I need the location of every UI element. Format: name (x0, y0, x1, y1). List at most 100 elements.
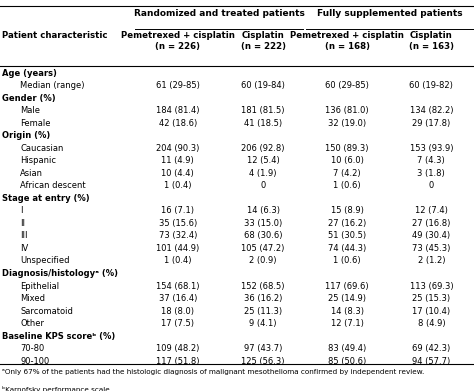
Text: 11 (4.9): 11 (4.9) (161, 156, 194, 165)
Text: Pemetrexed + cisplatin
(n = 168): Pemetrexed + cisplatin (n = 168) (290, 31, 404, 51)
Text: 204 (90.3): 204 (90.3) (156, 144, 200, 153)
Text: ᵃOnly 67% of the patients had the histologic diagnosis of malignant mesothelioma: ᵃOnly 67% of the patients had the histol… (2, 369, 425, 375)
Text: 16 (7.1): 16 (7.1) (161, 206, 194, 215)
Text: 0: 0 (428, 181, 434, 190)
Text: 1 (0.4): 1 (0.4) (164, 181, 191, 190)
Text: 1 (0.4): 1 (0.4) (164, 256, 191, 265)
Text: Gender (%): Gender (%) (2, 94, 56, 103)
Text: Unspecified: Unspecified (20, 256, 70, 265)
Text: 134 (82.2): 134 (82.2) (410, 106, 453, 115)
Text: Median (range): Median (range) (20, 81, 85, 90)
Text: 184 (81.4): 184 (81.4) (156, 106, 200, 115)
Text: Baseline KPS scoreᵇ (%): Baseline KPS scoreᵇ (%) (2, 332, 116, 341)
Text: I: I (20, 206, 23, 215)
Text: Caucasian: Caucasian (20, 144, 64, 153)
Text: Asian: Asian (20, 169, 44, 178)
Text: African descent: African descent (20, 181, 86, 190)
Text: 12 (7.4): 12 (7.4) (415, 206, 448, 215)
Text: 36 (16.2): 36 (16.2) (244, 294, 282, 303)
Text: 12 (5.4): 12 (5.4) (246, 156, 280, 165)
Text: 29 (17.8): 29 (17.8) (412, 119, 450, 128)
Text: 0: 0 (260, 181, 266, 190)
Text: 153 (93.9): 153 (93.9) (410, 144, 453, 153)
Text: Stage at entry (%): Stage at entry (%) (2, 194, 90, 203)
Text: 1 (0.6): 1 (0.6) (333, 181, 361, 190)
Text: 85 (50.6): 85 (50.6) (328, 357, 366, 366)
Text: Mixed: Mixed (20, 294, 46, 303)
Text: 10 (4.4): 10 (4.4) (161, 169, 194, 178)
Text: 7 (4.3): 7 (4.3) (418, 156, 445, 165)
Text: 12 (7.1): 12 (7.1) (331, 319, 364, 328)
Text: 94 (57.7): 94 (57.7) (412, 357, 450, 366)
Text: 7 (4.2): 7 (4.2) (333, 169, 361, 178)
Text: 117 (51.8): 117 (51.8) (156, 357, 200, 366)
Text: Patient characteristic: Patient characteristic (2, 31, 108, 40)
Text: 14 (8.3): 14 (8.3) (331, 307, 364, 316)
Text: 74 (44.3): 74 (44.3) (328, 244, 366, 253)
Text: Epithelial: Epithelial (20, 282, 60, 291)
Text: 14 (6.3): 14 (6.3) (246, 206, 280, 215)
Text: ᵇKarnofsky performance scale.: ᵇKarnofsky performance scale. (2, 386, 112, 391)
Text: Cisplatin
(n = 222): Cisplatin (n = 222) (241, 31, 285, 51)
Text: IV: IV (20, 244, 28, 253)
Text: II: II (20, 219, 26, 228)
Text: 60 (29-85): 60 (29-85) (325, 81, 369, 90)
Text: 25 (14.9): 25 (14.9) (328, 294, 366, 303)
Text: 69 (42.3): 69 (42.3) (412, 344, 450, 353)
Text: 73 (45.3): 73 (45.3) (412, 244, 450, 253)
Text: 15 (8.9): 15 (8.9) (331, 206, 364, 215)
Text: 27 (16.2): 27 (16.2) (328, 219, 366, 228)
Text: 18 (8.0): 18 (8.0) (161, 307, 194, 316)
Text: 27 (16.8): 27 (16.8) (412, 219, 450, 228)
Text: Randomized and treated patients: Randomized and treated patients (134, 9, 305, 18)
Text: 10 (6.0): 10 (6.0) (331, 156, 364, 165)
Text: 41 (18.5): 41 (18.5) (244, 119, 282, 128)
Text: Other: Other (20, 319, 45, 328)
Text: 49 (30.4): 49 (30.4) (412, 231, 450, 240)
Text: 68 (30.6): 68 (30.6) (244, 231, 283, 240)
Text: Pemetrexed + cisplatin
(n = 226): Pemetrexed + cisplatin (n = 226) (121, 31, 235, 51)
Text: 117 (69.6): 117 (69.6) (325, 282, 369, 291)
Text: 105 (47.2): 105 (47.2) (241, 244, 285, 253)
Text: 25 (11.3): 25 (11.3) (244, 307, 282, 316)
Text: 25 (15.3): 25 (15.3) (412, 294, 450, 303)
Text: Hispanic: Hispanic (20, 156, 56, 165)
Text: 8 (4.9): 8 (4.9) (418, 319, 445, 328)
Text: 51 (30.5): 51 (30.5) (328, 231, 366, 240)
Text: 206 (92.8): 206 (92.8) (241, 144, 285, 153)
Text: 35 (15.6): 35 (15.6) (159, 219, 197, 228)
Text: Female: Female (20, 119, 51, 128)
Text: 9 (4.1): 9 (4.1) (249, 319, 277, 328)
Text: 61 (29-85): 61 (29-85) (156, 81, 200, 90)
Text: 60 (19-82): 60 (19-82) (410, 81, 453, 90)
Text: 32 (19.0): 32 (19.0) (328, 119, 366, 128)
Text: 83 (49.4): 83 (49.4) (328, 344, 366, 353)
Text: 3 (1.8): 3 (1.8) (418, 169, 445, 178)
Text: 1 (0.6): 1 (0.6) (333, 256, 361, 265)
Text: 2 (1.2): 2 (1.2) (418, 256, 445, 265)
Text: Sarcomatoid: Sarcomatoid (20, 307, 73, 316)
Text: III: III (20, 231, 28, 240)
Text: 109 (48.2): 109 (48.2) (156, 344, 200, 353)
Text: 17 (7.5): 17 (7.5) (161, 319, 194, 328)
Text: 97 (43.7): 97 (43.7) (244, 344, 282, 353)
Text: 101 (44.9): 101 (44.9) (156, 244, 200, 253)
Text: 113 (69.3): 113 (69.3) (410, 282, 453, 291)
Text: 37 (16.4): 37 (16.4) (159, 294, 197, 303)
Text: Origin (%): Origin (%) (2, 131, 51, 140)
Text: 181 (81.5): 181 (81.5) (241, 106, 285, 115)
Text: Fully supplemented patients: Fully supplemented patients (317, 9, 463, 18)
Text: 17 (10.4): 17 (10.4) (412, 307, 450, 316)
Text: Cisplatin
(n = 163): Cisplatin (n = 163) (409, 31, 454, 51)
Text: Diagnosis/histologyᵃ (%): Diagnosis/histologyᵃ (%) (2, 269, 118, 278)
Text: 73 (32.4): 73 (32.4) (159, 231, 197, 240)
Text: 70-80: 70-80 (20, 344, 45, 353)
Text: 125 (56.3): 125 (56.3) (241, 357, 285, 366)
Text: 2 (0.9): 2 (0.9) (249, 256, 277, 265)
Text: Male: Male (20, 106, 40, 115)
Text: 4 (1.9): 4 (1.9) (249, 169, 277, 178)
Text: 90-100: 90-100 (20, 357, 50, 366)
Text: 136 (81.0): 136 (81.0) (325, 106, 369, 115)
Text: 154 (68.1): 154 (68.1) (156, 282, 200, 291)
Text: 60 (19-84): 60 (19-84) (241, 81, 285, 90)
